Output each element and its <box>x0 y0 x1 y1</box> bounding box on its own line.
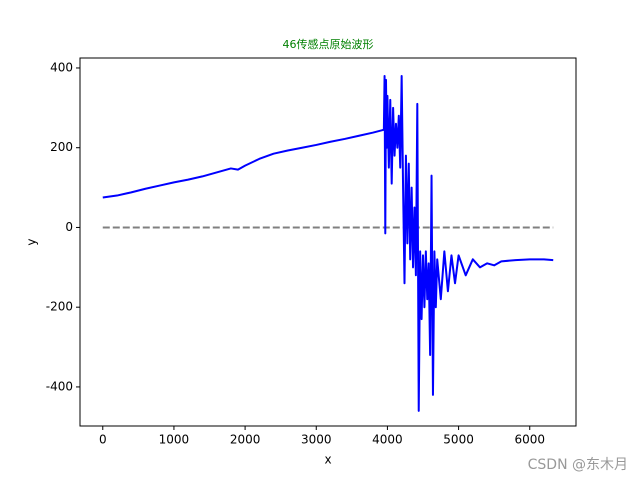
y-tick-label: -400 <box>46 379 73 393</box>
x-tick-label: 0 <box>99 433 107 447</box>
data-line <box>102 74 554 412</box>
y-tick-label: 200 <box>50 140 73 154</box>
y-tick-label: 0 <box>65 220 73 234</box>
x-tick-label: 2000 <box>230 433 261 447</box>
x-tick-label: 6000 <box>514 433 545 447</box>
chart-title: 46传感点原始波形 <box>283 37 374 51</box>
y-tick-label: -200 <box>46 300 73 314</box>
watermark: CSDN @东木月 <box>528 457 628 473</box>
x-axis-label: x <box>324 453 331 467</box>
x-tick-label: 5000 <box>443 433 474 447</box>
x-tick-label: 3000 <box>301 433 332 447</box>
y-axis-label: y <box>25 238 39 245</box>
x-tick-label: 1000 <box>159 433 190 447</box>
x-tick-label: 4000 <box>372 433 403 447</box>
y-tick-label: 400 <box>50 60 73 74</box>
plot-frame <box>79 57 577 427</box>
